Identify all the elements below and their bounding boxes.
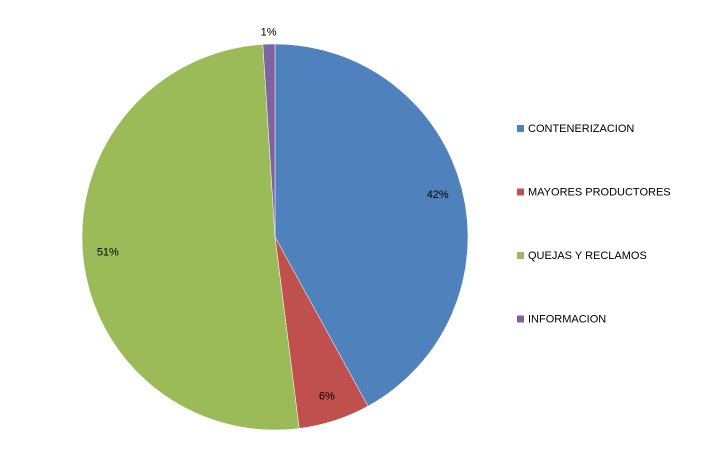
legend-swatch	[517, 188, 524, 196]
legend-swatch	[517, 252, 524, 259]
legend-label: QUEJAS Y RECLAMOS	[528, 250, 647, 262]
data-label: 6%	[319, 391, 335, 403]
legend-label: INFORMACION	[528, 313, 606, 325]
pie-slice	[274, 43, 469, 407]
data-label: 42%	[427, 189, 449, 201]
data-label: 1%	[261, 26, 277, 38]
legend-swatch	[517, 315, 524, 323]
pie-slice	[81, 44, 300, 431]
legend-label: MAYORES PRODUCTORES	[528, 186, 671, 198]
pie-slice	[262, 43, 276, 238]
legend-label: CONTENERIZACION	[528, 123, 634, 135]
data-label: 51%	[97, 247, 119, 259]
legend-swatch	[517, 125, 524, 132]
